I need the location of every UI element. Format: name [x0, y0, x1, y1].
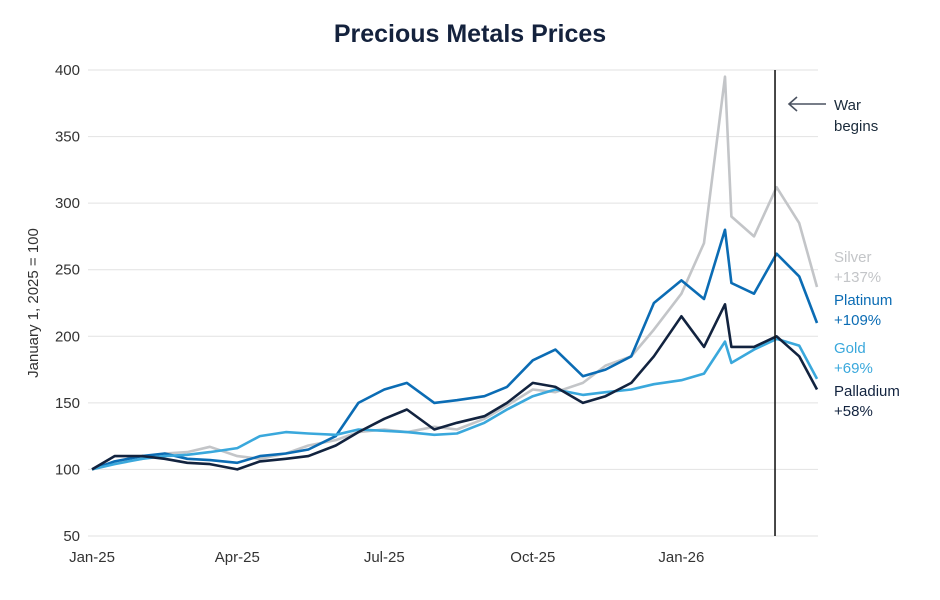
x-tick-label: Jul-25	[364, 549, 405, 566]
y-tick-label: 350	[55, 129, 80, 146]
y-tick-label: 50	[63, 528, 80, 545]
legend-label-silver: Silver	[834, 249, 872, 266]
x-tick-label: Apr-25	[215, 549, 260, 566]
y-tick-label: 400	[55, 62, 80, 79]
arrow-left-icon	[787, 96, 826, 112]
x-tick-label: Jan-26	[658, 549, 704, 566]
y-axis-label: January 1, 2025 = 100	[25, 228, 42, 378]
legend: Silver +137% Platinum +109% Gold +69% Palladiu…	[834, 249, 900, 420]
y-tick-label: 250	[55, 262, 80, 279]
legend-change-silver: +137%	[834, 269, 881, 286]
y-tick-label: 200	[55, 328, 80, 345]
legend-change-palladium: +58%	[834, 403, 873, 420]
x-tick-label: Oct-25	[510, 549, 555, 566]
x-tick-label: Jan-25	[69, 549, 115, 566]
y-axis: 50 100 150 200 250 300 350 400	[55, 62, 80, 545]
annotation-line2: begins	[834, 118, 878, 135]
grid	[88, 69, 818, 537]
war-annotation: War begins	[774, 70, 878, 536]
y-tick-label: 300	[55, 195, 80, 212]
legend-label-platinum: Platinum	[834, 292, 892, 309]
chart-title: Precious Metals Prices	[334, 20, 606, 48]
x-axis: Jan-25 Apr-25 Jul-25 Oct-25 Jan-26	[69, 549, 704, 566]
series-line-gold	[91, 337, 819, 471]
legend-change-platinum: +109%	[834, 312, 881, 329]
legend-change-gold: +69%	[834, 360, 873, 377]
series-line-palladium	[91, 303, 819, 471]
series-line-silver	[91, 75, 819, 471]
y-tick-label: 100	[55, 461, 80, 478]
legend-label-palladium: Palladium	[834, 383, 900, 400]
series-lines	[91, 75, 819, 471]
annotation-line1: War	[834, 97, 861, 114]
series-line-platinum	[91, 228, 819, 471]
legend-label-gold: Gold	[834, 340, 866, 357]
y-tick-label: 150	[55, 395, 80, 412]
